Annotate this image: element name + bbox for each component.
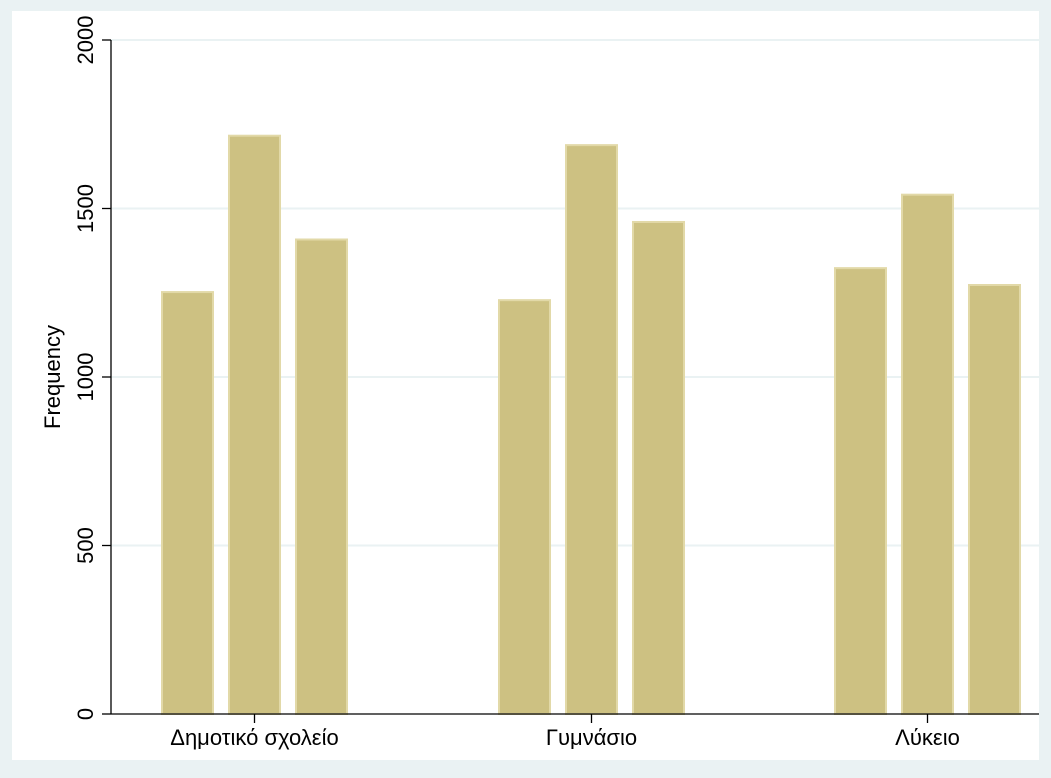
bar-2-1 [901,193,954,716]
x-tick-label-1: Γυμνάσιο [546,725,637,750]
bar-2-2 [968,283,1021,715]
y-tick-label-4: 2000 [73,16,98,65]
y-tick-label-0: 0 [73,708,98,720]
bar-1-0 [498,299,551,715]
bar-2-0 [834,267,887,715]
bar-0-0 [161,291,214,715]
bar-1-1 [565,144,618,716]
y-tick-label-2: 1000 [73,353,98,402]
bar-0-1 [228,134,281,715]
bars [161,134,1021,716]
y-tick-label-1: 500 [73,527,98,564]
tick-labels: 0 500 1000 1500 2000 Δημοτικό σχολείο Γυμνάσιο… [73,16,960,750]
bar-1-2 [632,220,685,715]
bar-0-2 [295,238,348,715]
x-tick-label-0: Δημοτικό σχολείο [170,725,338,750]
x-tick-label-2: Λύκειο [895,725,960,750]
y-axis-label: Frequency [40,325,65,429]
y-tick-label-3: 1500 [73,184,98,233]
